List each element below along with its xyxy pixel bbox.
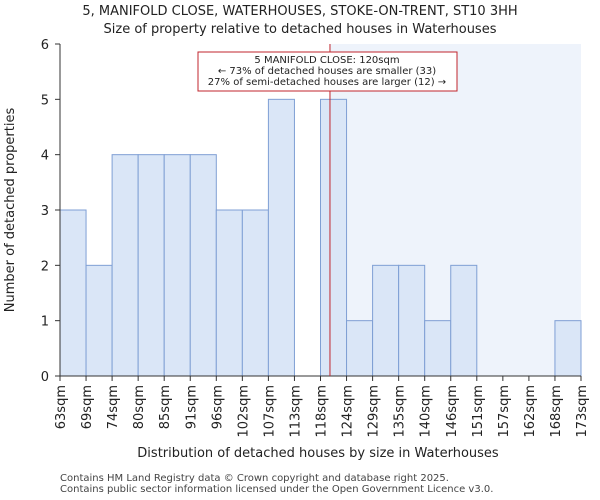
bar-129sqm bbox=[372, 264, 400, 377]
bar-146sqm bbox=[450, 264, 478, 377]
x-tick-label: 113sqm bbox=[288, 385, 303, 438]
x-tick-label: 102sqm bbox=[236, 385, 251, 438]
bar-80sqm bbox=[137, 154, 165, 377]
annotation-line-3: 27% of semi-detached houses are larger (… bbox=[208, 77, 446, 88]
y-tick-label: 4 bbox=[41, 149, 49, 164]
y-axis-ticks: 0 1 2 3 4 5 6 bbox=[41, 38, 60, 385]
x-tick-label: 173sqm bbox=[575, 385, 590, 438]
x-tick-label: 69sqm bbox=[80, 385, 95, 429]
bar-91sqm bbox=[189, 154, 217, 377]
y-tick-label: 2 bbox=[41, 259, 49, 274]
x-axis-label: Distribution of detached houses by size … bbox=[137, 446, 499, 461]
x-tick-label: 140sqm bbox=[419, 385, 434, 438]
annotation-box bbox=[197, 51, 458, 92]
x-tick-label: 91sqm bbox=[184, 385, 199, 429]
bar-63sqm bbox=[59, 209, 87, 377]
x-tick-label: 129sqm bbox=[367, 385, 382, 438]
x-tick-label: 74sqm bbox=[106, 385, 121, 429]
x-tick-label: 85sqm bbox=[158, 385, 173, 429]
x-tick-label: 168sqm bbox=[549, 385, 564, 438]
bar-102sqm bbox=[241, 209, 269, 377]
bar-69sqm bbox=[85, 264, 113, 377]
bars-group bbox=[59, 98, 582, 377]
bar-85sqm bbox=[163, 154, 191, 377]
bar-124sqm bbox=[346, 320, 374, 377]
bar-96sqm bbox=[215, 209, 243, 377]
bar-168sqm bbox=[554, 320, 582, 377]
bar-140sqm bbox=[424, 320, 452, 377]
bar-118sqm bbox=[320, 98, 348, 377]
x-tick-label: 107sqm bbox=[262, 385, 277, 438]
annotation-line-2: ← 73% of detached houses are smaller (33… bbox=[218, 66, 436, 77]
x-tick-label: 162sqm bbox=[523, 385, 538, 438]
y-tick-label: 0 bbox=[41, 370, 49, 385]
x-tick-label: 157sqm bbox=[497, 385, 512, 438]
bar-135sqm bbox=[398, 264, 426, 377]
annotation-line-1: 5 MANIFOLD CLOSE: 120sqm bbox=[254, 55, 399, 66]
bar-74sqm bbox=[111, 154, 139, 377]
chart-subtitle: Size of property relative to detached ho… bbox=[104, 22, 497, 37]
y-tick-label: 5 bbox=[41, 93, 49, 108]
x-tick-label: 80sqm bbox=[132, 385, 147, 429]
footer-copyright: Contains HM Land Registry data © Crown c… bbox=[60, 473, 449, 484]
x-tick-label: 151sqm bbox=[471, 385, 486, 438]
x-tick-label: 96sqm bbox=[210, 385, 225, 429]
x-tick-label: 124sqm bbox=[341, 385, 356, 438]
x-axis-ticks: 63sqm 69sqm 74sqm 80sqm 85sqm 91sqm 96sqm 102sq… bbox=[54, 376, 590, 438]
y-tick-label: 1 bbox=[41, 315, 49, 330]
chart-title: 5, MANIFOLD CLOSE, WATERHOUSES, STOKE-ON… bbox=[82, 4, 517, 19]
x-tick-label: 118sqm bbox=[315, 385, 330, 438]
y-axis-label: Number of detached properties bbox=[3, 108, 18, 313]
x-tick-label: 63sqm bbox=[54, 385, 69, 429]
y-tick-label: 6 bbox=[41, 38, 49, 53]
y-tick-label: 3 bbox=[41, 204, 49, 219]
footer-licence: Contains public sector information licen… bbox=[60, 484, 494, 495]
x-tick-label: 135sqm bbox=[393, 385, 408, 438]
x-tick-label: 146sqm bbox=[445, 385, 460, 438]
bar-107sqm bbox=[267, 98, 295, 377]
